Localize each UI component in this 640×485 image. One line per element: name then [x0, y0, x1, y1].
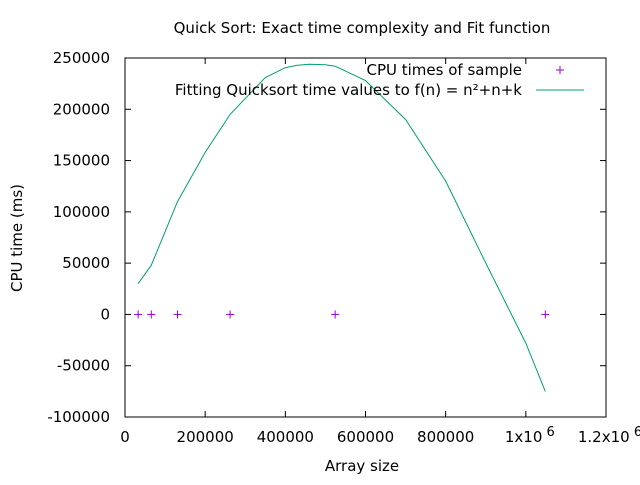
data-point [331, 310, 340, 319]
y-tick-label: 150000 [53, 152, 110, 170]
data-point [541, 310, 550, 319]
legend: CPU times of sample Fitting Quicksort tim… [175, 61, 584, 99]
x-tick-label-base: 1x10 [505, 428, 543, 446]
y-tick-label: -50000 [57, 357, 110, 375]
legend-label: Fitting Quicksort time values to f(n) = … [175, 81, 522, 99]
x-tick-label-base: 0 [120, 428, 130, 446]
data-point [173, 310, 182, 319]
x-tick-exponent: 6 [542, 425, 554, 440]
plot-series [134, 63, 550, 392]
x-tick-label-base: 800000 [417, 428, 474, 446]
legend-label: CPU times of sample [366, 61, 522, 79]
x-tick-label-base: 400000 [257, 428, 314, 446]
x-tick-label: 1x10 6 [505, 425, 555, 446]
data-point [134, 310, 143, 319]
data-point [147, 310, 156, 319]
x-tick-label: 200000 [177, 428, 234, 446]
y-tick-label: 250000 [53, 49, 110, 67]
x-tick-label: 1.2x10 6 [578, 425, 640, 446]
y-tick-label: 0 [100, 305, 110, 323]
plot-border [124, 57, 607, 418]
data-point [226, 310, 235, 319]
x-tick-exponent: 6 [630, 425, 640, 440]
y-tick-label: 100000 [53, 203, 110, 221]
y-tick-label: 50000 [62, 254, 110, 272]
x-tick-label: 600000 [337, 428, 394, 446]
x-tick-label: 0 [120, 428, 130, 446]
x-tick-label-base: 200000 [177, 428, 234, 446]
fit-curve [137, 63, 546, 392]
x-tick-label-base: 1.2x10 [578, 428, 630, 446]
x-axis-label: Array size [325, 457, 399, 475]
x-tick-label: 800000 [417, 428, 474, 446]
legend-marker-swatch [556, 66, 564, 74]
y-tick-label: -100000 [47, 408, 110, 426]
axis-ticks: -100000 -50000 0 50000 100000 150000 200000 250… [47, 49, 640, 446]
y-tick-label: 200000 [53, 100, 110, 118]
chart-title: Quick Sort: Exact time complexity and Fi… [174, 19, 551, 37]
x-tick-label-base: 600000 [337, 428, 394, 446]
x-tick-label: 400000 [257, 428, 314, 446]
y-axis-label: CPU time (ms) [8, 184, 26, 292]
